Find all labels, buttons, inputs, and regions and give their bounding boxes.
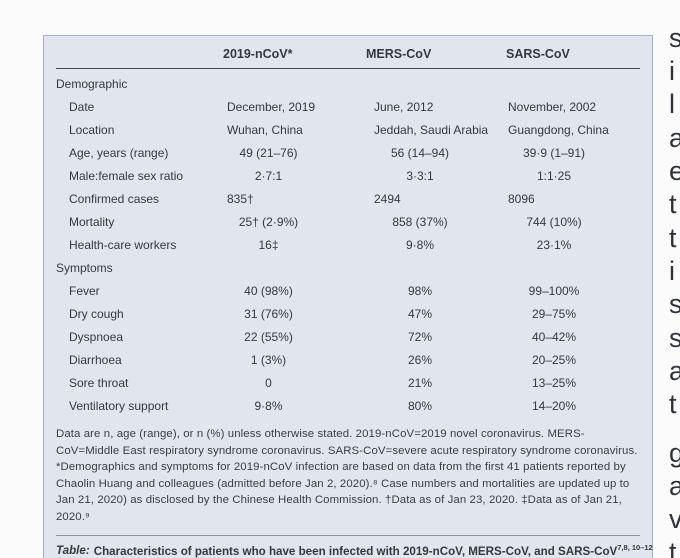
cell-value: 31 (76%) [244, 306, 293, 321]
row-label: Dry cough [69, 306, 124, 321]
table-row: Male:female sex ratio 2·7:1 3·3:1 1:1·25 [56, 164, 640, 187]
cell-value: 1 (3%) [250, 352, 287, 367]
cell-value: 835† [227, 191, 254, 206]
table-row: Confirmed cases 835† 2494 8096 [56, 187, 640, 210]
clipped-text-fragment: v [669, 504, 680, 534]
cell-value: 16‡ [258, 237, 279, 252]
cell-value: June, 2012 [374, 99, 434, 114]
clipped-text-fragment: g [669, 438, 680, 468]
cell-value: Jeddah, Saudi Arabia [374, 122, 489, 137]
section-label: Symptoms [56, 260, 113, 275]
cell-value: 40–42% [531, 329, 577, 344]
table-row: Date December, 2019 June, 2012 November, 20… [56, 95, 640, 118]
cell-value: 20–25% [531, 352, 577, 367]
section-label: Demographic [56, 76, 128, 91]
row-label: Health-care workers [69, 237, 177, 252]
row-label: Mortality [69, 214, 115, 229]
clipped-text-fragment: a [669, 123, 680, 153]
table-row: Sore throat 0 21% 13–25% [56, 371, 640, 394]
clipped-text-fragment: s [669, 23, 680, 53]
clipped-text-fragment: t [669, 189, 677, 219]
clipped-text-fragment: i [669, 56, 675, 86]
cell-value: 29–75% [531, 306, 577, 321]
table-row: Mortality 25† (2·9%) 858 (37%) 744 (10%) [56, 210, 640, 233]
cell-value: 80% [407, 398, 433, 413]
cell-value: 22 (55%) [244, 329, 293, 344]
cell-value: 56 (14–94) [390, 145, 450, 160]
clipped-text-fragment: t [669, 223, 677, 253]
cell-value: 0 [265, 375, 272, 390]
table-row: Diarrhoea 1 (3%) 26% 20–25% [56, 348, 640, 371]
table-row: Dry cough 31 (76%) 47% 29–75% [56, 302, 640, 325]
column-header-sars-cov: SARS-CoV [506, 47, 570, 61]
table-row: Dyspnoea 22 (55%) 72% 40–42% [56, 325, 640, 348]
cell-value: 40 (98%) [244, 283, 293, 298]
clipped-text-fragment: l [669, 89, 675, 119]
row-label: Location [69, 122, 115, 137]
clipped-text-fragment: s [669, 289, 680, 319]
cell-value: 9·8% [254, 398, 283, 413]
cell-value: 3·3:1 [406, 168, 434, 183]
table-row: Location Wuhan, China Jeddah, Saudi Arabia… [56, 118, 640, 141]
clipped-text-fragment: a [669, 356, 680, 386]
row-label: Confirmed cases [69, 191, 160, 206]
table-row: Age, years (range) 49 (21–76) 56 (14–94) 39… [56, 141, 640, 164]
column-header-mers-cov: MERS-CoV [366, 47, 432, 61]
cell-value: November, 2002 [508, 99, 597, 114]
cell-value: 26% [407, 352, 433, 367]
table-body: Demographic Date December, 2019 June, 2012 N… [56, 69, 640, 417]
table-row: Health-care workers 16‡ 9·8% 23·1% [56, 233, 640, 256]
table-section-row: Symptoms [56, 256, 640, 279]
caption-text: Characteristics of patients who have bee… [93, 544, 618, 558]
clipped-text-fragment: t [669, 389, 677, 419]
cell-value: 13–25% [531, 375, 577, 390]
cell-value: 14–20% [531, 398, 577, 413]
row-label: Dyspnoea [69, 329, 124, 344]
row-label: Age, years (range) [69, 145, 169, 160]
table-row: Fever 40 (98%) 98% 99–100% [56, 279, 640, 302]
cell-value: 98% [407, 283, 433, 298]
cell-value: 2·7:1 [254, 168, 283, 183]
cell-value: 72% [407, 329, 433, 344]
cell-value: 99–100% [528, 283, 580, 298]
cell-value: 2494 [374, 191, 401, 206]
cell-value: 25† (2·9%) [238, 214, 299, 229]
cell-value: 39·9 (1–91) [522, 145, 586, 160]
row-label: Fever [69, 283, 100, 298]
cell-value: 49 (21–76) [239, 145, 298, 160]
table-footnote: Data are n, age (range), or n (%) unless… [56, 428, 638, 523]
row-label: Date [69, 99, 95, 114]
cell-value: 858 (37%) [392, 214, 448, 229]
table-header-row: 2019-nCoV* MERS-CoV SARS-CoV [56, 36, 640, 69]
row-label: Male:female sex ratio [69, 168, 184, 183]
table-panel: 2019-nCoV* MERS-CoV SARS-CoV Demographic… [43, 35, 653, 558]
cell-value: Wuhan, China [227, 122, 303, 137]
cell-value: 8096 [508, 191, 535, 206]
column-header-2019-ncov: 2019-nCoV* [223, 47, 293, 61]
table-caption: Table: Characteristics of patients who ha… [56, 536, 653, 558]
cell-value: December, 2019 [227, 99, 316, 114]
cell-value: Guangdong, China [508, 122, 609, 137]
cell-value: 23·1% [536, 237, 572, 252]
caption-divider [56, 534, 640, 536]
clipped-text-fragment: s [669, 323, 680, 353]
clipped-text-fragment: i [669, 256, 675, 286]
cell-value: 744 (10%) [526, 214, 582, 229]
table-row: Ventilatory support 9·8% 80% 14–20% [56, 394, 640, 417]
clipped-text-fragment: t [669, 537, 677, 558]
row-label: Diarrhoea [69, 352, 122, 367]
cell-value: 1:1·25 [536, 168, 572, 183]
cell-value: 9·8% [405, 237, 434, 252]
clipped-text-fragment: a [669, 471, 680, 501]
caption-superscript: 7,8, 10–12 [617, 542, 653, 552]
table-section-row: Demographic [56, 72, 640, 95]
row-label: Ventilatory support [69, 398, 169, 413]
caption-label: Table: [56, 544, 90, 558]
clipped-text-fragment: e [669, 156, 680, 186]
cell-value: 47% [407, 306, 433, 321]
cell-value: 21% [407, 375, 433, 390]
row-label: Sore throat [69, 375, 129, 390]
